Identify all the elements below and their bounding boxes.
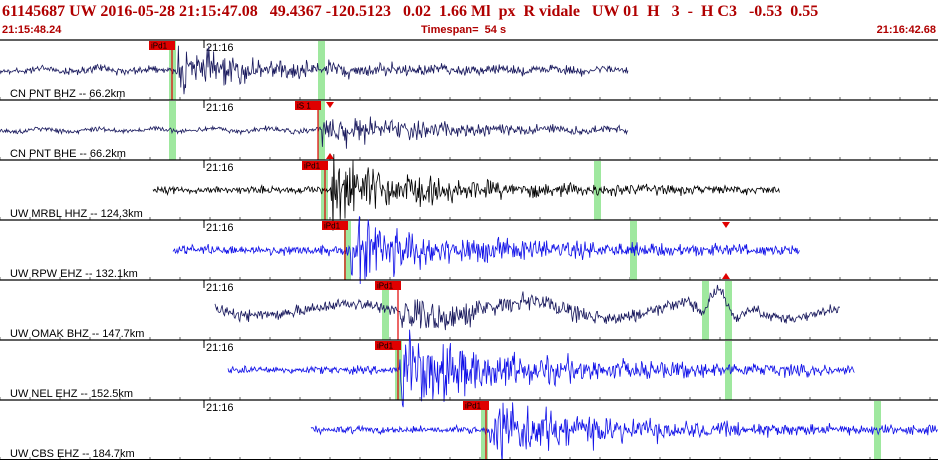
station-label: UW RPW EHZ -- 132.1km: [10, 268, 138, 280]
waveform-panel[interactable]: 21:16 iPd1 UW OMAK BHZ -- 147.7km: [0, 279, 938, 340]
waveform-panel[interactable]: 21:16 iPd1 UW RPW EHZ -- 132.1km: [0, 216, 938, 285]
pick-label: iPd1: [151, 42, 168, 51]
minute-label: 21:16: [206, 42, 234, 54]
pick-label-box[interactable]: [463, 401, 489, 410]
minute-label: 21:16: [206, 402, 234, 414]
event-header: 61145687 UW 2016-05-28 21:15:47.08 49.43…: [0, 0, 938, 40]
pick-label: iPd1: [324, 222, 341, 231]
pick-label: iPd1: [377, 282, 394, 291]
phase-marker[interactable]: [382, 281, 389, 340]
seismic-trace: [310, 402, 938, 460]
pick-label-box[interactable]: [302, 161, 328, 170]
phase-marker[interactable]: [318, 41, 325, 100]
arrival-marker-top[interactable]: [326, 102, 334, 108]
waveform-panel[interactable]: 21:16 iS 1 CN PNT BHE -- 66.2km: [0, 99, 938, 160]
seismic-trace: [214, 284, 841, 331]
pick-label: iPd1: [377, 342, 394, 351]
pick-label-box[interactable]: [375, 281, 401, 290]
minute-label: 21:16: [206, 162, 234, 174]
phase-marker[interactable]: [594, 161, 601, 220]
station-label: CN PNT BHE -- 66.2km: [10, 148, 126, 160]
seismic-trace: [0, 116, 629, 149]
phase-marker[interactable]: [169, 101, 176, 160]
station-label: CN PNT BHZ -- 66.2km: [10, 88, 125, 100]
arrival-marker-bottom[interactable]: [326, 153, 334, 159]
waveform-panel[interactable]: 21:16 iPd1 UW NEL EHZ -- 152.5km: [0, 329, 938, 408]
waveform-panel[interactable]: 21:16 iPd1 UW CBS EHZ -- 184.7km: [0, 399, 938, 460]
seismic-trace: [172, 216, 800, 285]
minute-label: 21:16: [206, 222, 234, 234]
start-time-label: 21:15:48.24: [2, 24, 62, 36]
phase-marker[interactable]: [702, 281, 709, 340]
minute-label: 21:16: [206, 282, 234, 294]
minute-label: 21:16: [206, 102, 234, 114]
pick-label: iPd1: [304, 162, 321, 171]
pick-label-box[interactable]: [322, 221, 348, 230]
pick-label-box[interactable]: [375, 341, 401, 350]
event-summary-line: 61145687 UW 2016-05-28 21:15:47.08 49.43…: [2, 3, 819, 20]
waveform-panel[interactable]: 21:16 iPd1 UW MRBL HHZ -- 124.3km: [0, 154, 938, 231]
phase-marker[interactable]: [344, 221, 351, 280]
pick-label-box[interactable]: [149, 41, 175, 50]
arrival-marker-top[interactable]: [722, 222, 730, 228]
station-label: UW MRBL HHZ -- 124.3km: [10, 208, 143, 220]
arrival-marker-bottom[interactable]: [722, 273, 730, 279]
waveform-panel[interactable]: 21:16 iPd1 CN PNT BHZ -- 66.2km: [0, 39, 938, 100]
minute-label: 21:16: [206, 342, 234, 354]
seismic-trace: [227, 329, 855, 408]
phase-marker[interactable]: [725, 281, 732, 340]
pick-label-box[interactable]: [295, 101, 321, 110]
station-label: UW NEL EHZ -- 152.5km: [10, 388, 133, 400]
seismic-trace: [0, 45, 629, 95]
pick-label: iPd1: [465, 402, 482, 411]
station-label: UW CBS EHZ -- 184.7km: [10, 448, 135, 460]
pick-label: iS 1: [297, 102, 311, 111]
phase-marker[interactable]: [725, 341, 732, 400]
station-label: UW OMAK BHZ -- 147.7km: [10, 328, 144, 340]
timespan-label: Timespan= 54 s: [421, 24, 507, 36]
end-time-label: 21:16:42.68: [876, 24, 936, 36]
seismic-trace: [152, 154, 780, 231]
